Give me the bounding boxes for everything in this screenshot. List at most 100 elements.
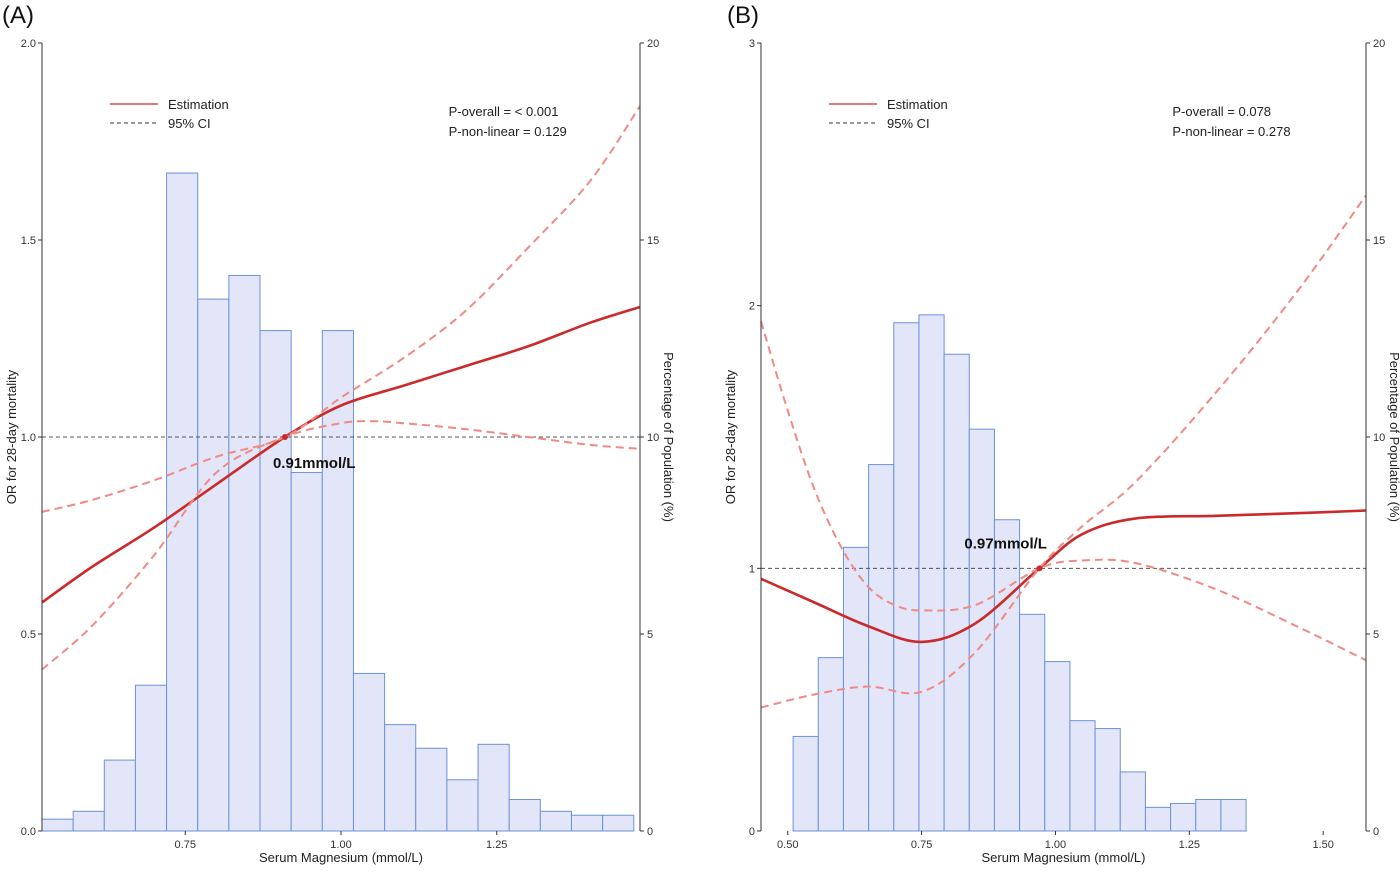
y-tick-label: 1 <box>749 563 755 575</box>
ci-upper-curve <box>41 105 641 513</box>
histogram-bar <box>352 672 386 832</box>
histogram-bar <box>446 779 479 832</box>
panel-label: (B) <box>727 2 759 29</box>
histogram-bar <box>508 798 541 832</box>
histogram-bar <box>842 546 870 832</box>
panel-label: (A) <box>2 2 34 29</box>
spline-curves <box>760 194 1367 709</box>
panel-a: (A) 0.0 0.5 1.0 1.5 2.0 0 5 10 15 20 0.75 1.00 1.2… <box>2 2 676 865</box>
histogram-bar <box>384 724 417 832</box>
cutoff-label: 0.91mmol/L <box>273 455 356 472</box>
y-tick-label: 2 <box>749 301 755 313</box>
ci-upper-curve <box>760 194 1367 709</box>
histogram-bar <box>918 314 945 832</box>
histogram-bar <box>259 330 292 832</box>
legend: Estimation 95% CI <box>110 97 229 131</box>
histogram-bar <box>415 747 448 832</box>
histogram-bar <box>570 814 604 832</box>
x-axis-title: Serum Magnesium (mmol/L) <box>259 850 423 865</box>
left-axis-ticks: 0 1 2 3 <box>749 38 761 838</box>
right-axis-title: Percentage of Population (%) <box>661 352 676 522</box>
x-tick-label: 1.25 <box>486 839 507 851</box>
right-axis-title: Percentage of Population (%) <box>1387 352 1400 522</box>
y-tick-label: 3 <box>749 38 755 50</box>
histogram-bar <box>41 818 74 832</box>
x-tick-label: 0.75 <box>911 839 932 851</box>
left-axis-title: OR for 28-day mortality <box>4 369 19 504</box>
legend-ci-label: 95% CI <box>887 116 930 131</box>
x-axis-ticks: 0.50 0.75 1.00 1.25 1.50 <box>777 831 1334 851</box>
histogram-bar <box>968 428 995 832</box>
p-overall-annotation: P-overall = < 0.001 <box>449 104 559 119</box>
left-axis-title: OR for 28-day mortality <box>723 369 738 504</box>
histogram-bar <box>290 471 323 832</box>
histogram-bar <box>477 743 510 832</box>
legend: Estimation 95% CI <box>829 97 948 131</box>
y2-tick-label: 5 <box>1373 629 1379 641</box>
y-tick-label: 0.5 <box>21 629 36 641</box>
y2-tick-label: 20 <box>647 38 659 50</box>
histogram-bar <box>1144 806 1172 832</box>
histogram-bar <box>1094 728 1121 832</box>
y2-tick-label: 10 <box>1373 432 1385 444</box>
histogram-bar <box>321 330 354 832</box>
y-tick-label: 2.0 <box>21 38 36 50</box>
right-axis-ticks: 0 5 10 15 20 <box>1366 38 1385 838</box>
y2-tick-label: 0 <box>647 826 653 838</box>
left-axis-ticks: 0.0 0.5 1.0 1.5 2.0 <box>21 38 42 838</box>
histogram-bar <box>134 684 168 832</box>
y2-tick-label: 10 <box>647 432 659 444</box>
x-tick-label: 0.75 <box>175 839 196 851</box>
histogram-bar <box>228 274 261 832</box>
spline-curves <box>41 105 641 671</box>
histogram <box>41 172 635 832</box>
histogram-bar <box>893 322 920 832</box>
right-axis-ticks: 0 5 10 15 20 <box>640 38 659 838</box>
y-tick-label: 1.0 <box>21 432 36 444</box>
y2-tick-label: 5 <box>647 629 653 641</box>
y2-tick-label: 20 <box>1373 38 1385 50</box>
cutoff-label: 0.97mmol/L <box>964 535 1047 552</box>
p-overall-annotation: P-overall = 0.078 <box>1172 104 1271 119</box>
x-tick-label: 1.25 <box>1179 839 1200 851</box>
y2-tick-label: 0 <box>1373 826 1379 838</box>
panel-b: (B) 0 1 2 3 0 5 10 15 20 0.50 0.75 1.00 1.25 1.50 S… <box>723 2 1400 865</box>
ci-lower-curve <box>760 321 1367 662</box>
cutoff-point <box>1036 565 1043 572</box>
histogram-bar <box>1170 802 1197 832</box>
x-axis-ticks: 0.75 1.00 1.25 <box>175 831 507 851</box>
p-nonlinear-annotation: P-non-linear = 0.129 <box>449 124 567 139</box>
histogram-bar <box>197 298 230 832</box>
histogram-bar <box>1119 771 1146 832</box>
histogram-bar <box>72 810 105 832</box>
y-tick-label: 1.5 <box>21 235 36 247</box>
histogram-bar <box>868 464 895 832</box>
legend-ci-label: 95% CI <box>168 116 211 131</box>
y2-tick-label: 15 <box>647 235 659 247</box>
histogram-bar <box>1044 661 1071 832</box>
cutoff-point <box>281 434 288 440</box>
histogram <box>792 314 1247 832</box>
legend-estimation-label: Estimation <box>168 97 229 112</box>
y-tick-label: 0.0 <box>21 826 36 838</box>
y-tick-label: 0 <box>749 826 755 838</box>
histogram-bar <box>1069 720 1096 832</box>
histogram-bar <box>792 735 819 832</box>
histogram-bar <box>1220 798 1247 832</box>
x-tick-label: 1.00 <box>1045 839 1066 851</box>
histogram-bar <box>539 810 572 832</box>
x-tick-label: 1.00 <box>330 839 351 851</box>
y2-tick-label: 15 <box>1373 235 1385 247</box>
histogram-bar <box>1195 798 1222 832</box>
estimation-curve <box>41 305 641 604</box>
x-axis-title: Serum Magnesium (mmol/L) <box>982 850 1146 865</box>
x-tick-label: 1.50 <box>1312 839 1333 851</box>
legend-estimation-label: Estimation <box>887 97 948 112</box>
histogram-bar <box>1019 613 1046 832</box>
p-nonlinear-annotation: P-non-linear = 0.278 <box>1172 124 1290 139</box>
histogram-bar <box>103 759 136 832</box>
histogram-bar <box>817 657 844 832</box>
x-tick-label: 0.50 <box>777 839 798 851</box>
histogram-bar <box>943 353 970 832</box>
